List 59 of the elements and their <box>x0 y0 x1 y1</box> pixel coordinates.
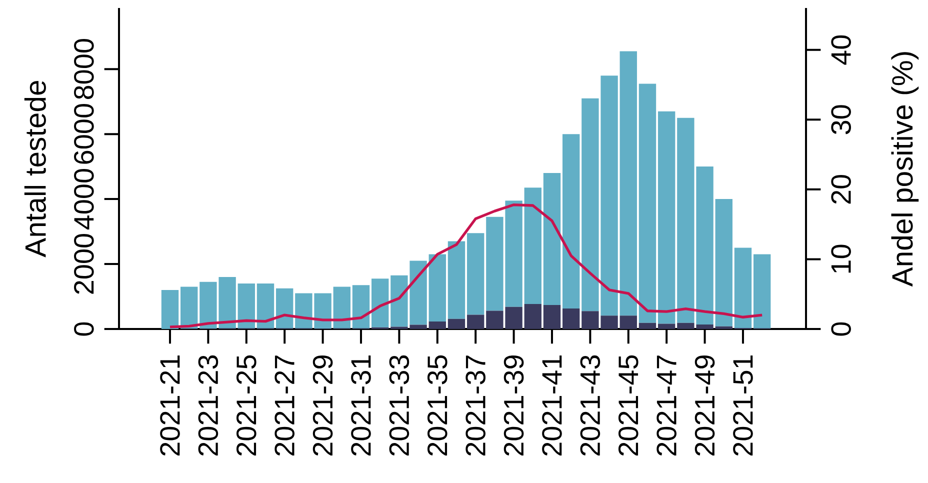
bar <box>352 285 370 328</box>
y-tick-label: 2000 <box>74 234 94 294</box>
y2-tick-label: 20 <box>831 174 851 204</box>
y-tick-label: 4000 <box>74 169 94 230</box>
bar <box>161 290 179 329</box>
y-tick-label: 0 <box>74 322 94 336</box>
bar <box>180 286 198 329</box>
bar <box>715 326 732 329</box>
x-tick-label: 2021-43 <box>580 355 600 456</box>
bar <box>466 233 484 315</box>
bar <box>753 254 771 328</box>
x-tick-label: 2021-41 <box>542 356 562 456</box>
bar <box>276 288 294 328</box>
bar <box>428 254 446 322</box>
bar <box>658 111 676 324</box>
x-tick-label: 2021-49 <box>694 356 715 456</box>
x-tick-label: 2021-25 <box>236 355 256 456</box>
bar <box>620 51 637 316</box>
line-series <box>168 203 764 328</box>
y2-axis-title: Andel positive (%) <box>891 52 919 287</box>
bar <box>562 308 580 329</box>
x-tick-label: 2021-45 <box>618 355 638 456</box>
bar <box>658 324 676 329</box>
x-tick-label: 2021-29 <box>312 356 333 456</box>
bar <box>562 134 580 309</box>
y-tick-label: 8000 <box>74 39 94 100</box>
x-tick-label: 2021-21 <box>160 356 180 456</box>
x-tick-label: 2021-33 <box>389 355 410 456</box>
bar <box>466 314 484 329</box>
bar <box>638 322 656 329</box>
bar <box>715 199 732 326</box>
x-tick-label: 2021-37 <box>466 356 486 456</box>
bar <box>734 248 752 328</box>
y2-tick-label: 30 <box>831 105 851 134</box>
x-tick-label: 2021-51 <box>733 356 753 456</box>
bar <box>256 284 274 328</box>
bar <box>448 241 466 319</box>
bar <box>638 84 656 323</box>
bar <box>524 304 542 329</box>
bar <box>372 278 389 328</box>
bar <box>428 322 446 329</box>
bar <box>620 316 637 329</box>
y2-tick-label: 10 <box>831 244 851 273</box>
x-tick-label: 2021-27 <box>274 356 295 456</box>
bar <box>543 304 561 329</box>
x-tick-label: 2021-47 <box>656 356 676 456</box>
y-axis-title: Antall testede <box>24 80 46 258</box>
bar <box>543 173 561 305</box>
y2-tick-label: 40 <box>831 35 851 65</box>
y-tick-label: 6000 <box>74 104 94 164</box>
x-tick-label: 2021-35 <box>427 355 448 456</box>
bar <box>524 188 542 304</box>
x-tick-label: 2021-23 <box>198 355 218 456</box>
x-tick-label: 2021-31 <box>351 356 371 456</box>
bar <box>238 284 255 328</box>
x-tick-label: 2021-39 <box>504 356 524 456</box>
y2-tick-label: 0 <box>831 322 851 336</box>
bar <box>333 286 350 328</box>
bar <box>448 318 466 329</box>
